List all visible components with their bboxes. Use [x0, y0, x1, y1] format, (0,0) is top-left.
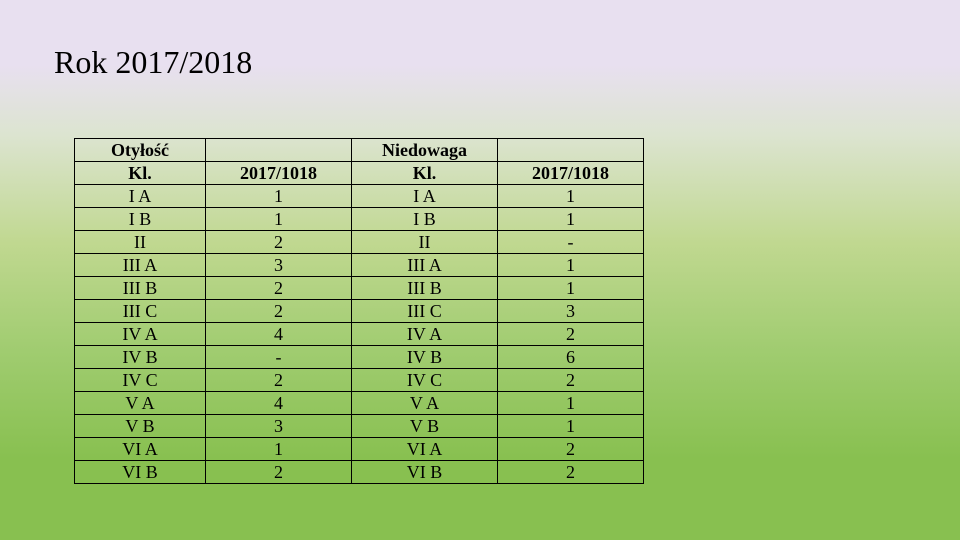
table-row: III B 2 III B 1 [75, 277, 644, 300]
cell-value-right: 1 [498, 208, 644, 231]
cell-class-right: V B [352, 415, 498, 438]
cell-value-left: 3 [206, 415, 352, 438]
cell-value-left: 3 [206, 254, 352, 277]
cell-class-left: IV A [75, 323, 206, 346]
table-row: I A 1 I A 1 [75, 185, 644, 208]
table-header-row-1: Otyłość Niedowaga [75, 139, 644, 162]
table-row: IV B - IV B 6 [75, 346, 644, 369]
cell-value-left: 2 [206, 300, 352, 323]
cell-value-left: 1 [206, 208, 352, 231]
cell-value-right: - [498, 231, 644, 254]
cell-class-left: I B [75, 208, 206, 231]
cell-value-right: 6 [498, 346, 644, 369]
cell-class-right: I A [352, 185, 498, 208]
cell-value-right: 2 [498, 438, 644, 461]
data-table: Otyłość Niedowaga Kl. 2017/1018 Kl. 2017… [74, 138, 644, 484]
table-row: II 2 II - [75, 231, 644, 254]
cell-value-right: 1 [498, 392, 644, 415]
cell-class-right: IV B [352, 346, 498, 369]
table-row: I B 1 I B 1 [75, 208, 644, 231]
header-class-2: Kl. [352, 162, 498, 185]
cell-class-left: VI A [75, 438, 206, 461]
header-blank-2 [498, 139, 644, 162]
header-obesity: Otyłość [75, 139, 206, 162]
cell-value-right: 2 [498, 323, 644, 346]
table-row: IV C 2 IV C 2 [75, 369, 644, 392]
header-blank-1 [206, 139, 352, 162]
cell-value-left: 4 [206, 392, 352, 415]
cell-class-right: VI B [352, 461, 498, 484]
cell-class-right: III C [352, 300, 498, 323]
header-year-1: 2017/1018 [206, 162, 352, 185]
cell-class-left: II [75, 231, 206, 254]
cell-class-left: IV B [75, 346, 206, 369]
cell-class-left: I A [75, 185, 206, 208]
cell-value-left: - [206, 346, 352, 369]
data-table-container: Otyłość Niedowaga Kl. 2017/1018 Kl. 2017… [74, 138, 644, 484]
table-header-row-2: Kl. 2017/1018 Kl. 2017/1018 [75, 162, 644, 185]
table-row: VI A 1 VI A 2 [75, 438, 644, 461]
table-row: VI B 2 VI B 2 [75, 461, 644, 484]
header-year-2: 2017/1018 [498, 162, 644, 185]
cell-value-right: 2 [498, 369, 644, 392]
cell-value-right: 1 [498, 185, 644, 208]
table-row: IV A 4 IV A 2 [75, 323, 644, 346]
cell-class-left: IV C [75, 369, 206, 392]
cell-class-right: V A [352, 392, 498, 415]
cell-value-right: 1 [498, 277, 644, 300]
cell-value-left: 4 [206, 323, 352, 346]
cell-class-right: II [352, 231, 498, 254]
cell-value-right: 1 [498, 415, 644, 438]
header-class-1: Kl. [75, 162, 206, 185]
cell-class-left: V B [75, 415, 206, 438]
cell-class-right: IV C [352, 369, 498, 392]
table-row: V A 4 V A 1 [75, 392, 644, 415]
cell-value-left: 1 [206, 438, 352, 461]
cell-class-left: VI B [75, 461, 206, 484]
table-row: III C 2 III C 3 [75, 300, 644, 323]
cell-class-left: III B [75, 277, 206, 300]
header-underweight: Niedowaga [352, 139, 498, 162]
cell-value-right: 2 [498, 461, 644, 484]
table-row: III A 3 III A 1 [75, 254, 644, 277]
cell-class-left: V A [75, 392, 206, 415]
cell-class-right: IV A [352, 323, 498, 346]
cell-class-right: III A [352, 254, 498, 277]
cell-value-left: 2 [206, 369, 352, 392]
cell-class-right: I B [352, 208, 498, 231]
page-title: Rok 2017/2018 [54, 44, 252, 81]
cell-class-left: III A [75, 254, 206, 277]
cell-class-left: III C [75, 300, 206, 323]
cell-class-right: III B [352, 277, 498, 300]
cell-value-right: 3 [498, 300, 644, 323]
table-row: V B 3 V B 1 [75, 415, 644, 438]
cell-value-right: 1 [498, 254, 644, 277]
cell-value-left: 2 [206, 461, 352, 484]
cell-value-left: 2 [206, 231, 352, 254]
cell-class-right: VI A [352, 438, 498, 461]
cell-value-left: 1 [206, 185, 352, 208]
cell-value-left: 2 [206, 277, 352, 300]
